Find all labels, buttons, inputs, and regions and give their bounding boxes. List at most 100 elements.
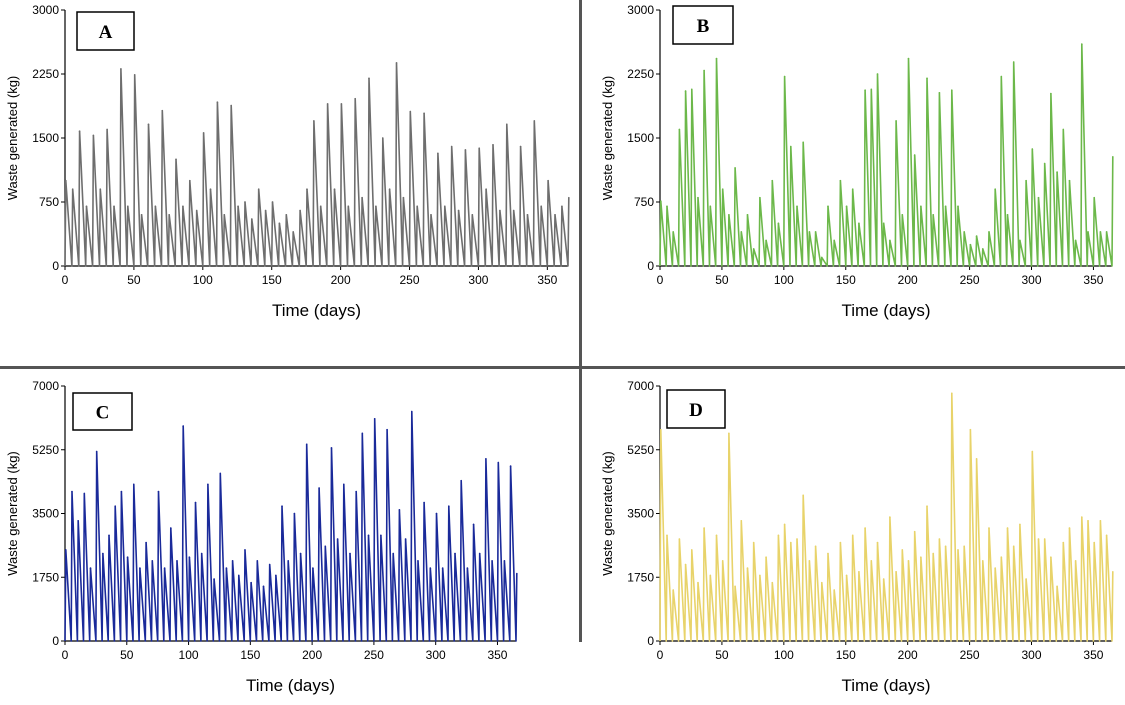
data-point <box>448 505 450 508</box>
data-point <box>281 505 283 508</box>
data-point <box>839 541 842 544</box>
data-point <box>994 567 996 569</box>
data-point <box>349 552 351 555</box>
data-point <box>262 585 265 588</box>
data-point <box>466 567 469 569</box>
data-point <box>225 567 228 569</box>
data-point <box>1025 179 1027 182</box>
data-point <box>889 239 891 242</box>
data-point <box>443 205 446 208</box>
vertical-divider <box>579 0 582 642</box>
data-point <box>299 209 301 212</box>
data-point <box>330 447 333 449</box>
data-point <box>416 205 419 208</box>
data-point <box>1043 538 1046 540</box>
data-point <box>833 239 835 242</box>
y-tick-label: 2250 <box>32 67 59 81</box>
data-point <box>796 205 798 208</box>
data-point <box>864 527 866 529</box>
data-point <box>471 214 474 216</box>
data-point <box>697 581 699 584</box>
data-point <box>790 145 792 148</box>
x-tick-label: 300 <box>1021 273 1041 287</box>
y-axis-title: Waste generated (kg) <box>5 76 20 201</box>
data-point <box>889 516 891 518</box>
data-point <box>65 549 67 551</box>
chart-panel-d: 0 1750 3500 5250 7000 0 50 100 150 200 250 300 350 Ti… <box>600 379 1114 695</box>
data-point <box>777 222 780 225</box>
data-point <box>752 541 755 544</box>
x-tick-label: 250 <box>400 273 420 287</box>
data-point <box>547 179 549 182</box>
data-point <box>176 560 178 562</box>
data-point <box>271 201 274 203</box>
data-point <box>409 110 412 113</box>
data-point <box>512 209 515 212</box>
data-point <box>170 527 172 529</box>
y-axis-title: Waste generated (kg) <box>600 451 615 576</box>
data-point <box>963 231 965 233</box>
data-point <box>920 205 922 208</box>
data-point <box>264 209 267 212</box>
x-axis-title: Time (days) <box>272 301 361 320</box>
data-point <box>402 196 405 199</box>
x-tick-label: 300 <box>468 273 488 287</box>
y-tick-label: 750 <box>634 195 654 209</box>
data-point <box>901 214 904 216</box>
data-point <box>127 205 129 208</box>
data-point <box>561 205 563 208</box>
data-point <box>951 89 953 92</box>
data-point <box>1105 534 1108 537</box>
data-point <box>324 545 327 548</box>
data-point <box>957 549 959 551</box>
data-point <box>114 505 117 508</box>
panel-tag-box <box>76 11 135 51</box>
data-point <box>746 567 749 569</box>
data-point <box>78 130 81 132</box>
data-point <box>1087 231 1089 233</box>
data-point <box>237 574 240 577</box>
data-point <box>231 560 234 562</box>
data-point <box>759 574 761 577</box>
data-point <box>1099 231 1102 233</box>
data-point <box>202 132 205 134</box>
data-point <box>250 581 252 584</box>
y-tick-label: 3500 <box>32 507 59 521</box>
data-point <box>994 188 996 190</box>
data-point <box>1012 61 1015 63</box>
x-tick-label: 50 <box>715 273 729 287</box>
data-point <box>464 149 467 151</box>
data-point <box>485 458 487 460</box>
data-point <box>969 243 972 246</box>
data-point <box>802 494 805 497</box>
data-point <box>139 567 141 569</box>
data-point <box>790 541 792 544</box>
data-point <box>759 196 761 199</box>
data-point <box>410 410 413 413</box>
data-point <box>519 145 522 148</box>
x-tick-label: 200 <box>302 648 322 662</box>
data-point <box>1037 538 1040 540</box>
data-point <box>423 112 425 115</box>
data-point <box>721 188 724 190</box>
data-point <box>326 103 329 105</box>
data-point <box>1019 239 1021 242</box>
data-point <box>244 201 246 203</box>
y-tick-label: 5250 <box>627 443 654 457</box>
data-point <box>1000 75 1003 78</box>
data-point <box>988 527 990 529</box>
y-tick-label: 2250 <box>627 67 654 81</box>
x-tick-label: 150 <box>262 273 282 287</box>
data-point <box>306 188 308 190</box>
data-point <box>460 479 462 482</box>
data-point <box>895 120 897 122</box>
data-point <box>1062 128 1065 131</box>
data-point <box>175 158 177 161</box>
data-point <box>244 549 246 551</box>
data-point <box>251 218 253 220</box>
data-point <box>1068 527 1071 529</box>
data-point <box>858 570 860 573</box>
data-point <box>113 205 115 208</box>
data-point <box>404 538 407 540</box>
data-point <box>684 90 687 92</box>
